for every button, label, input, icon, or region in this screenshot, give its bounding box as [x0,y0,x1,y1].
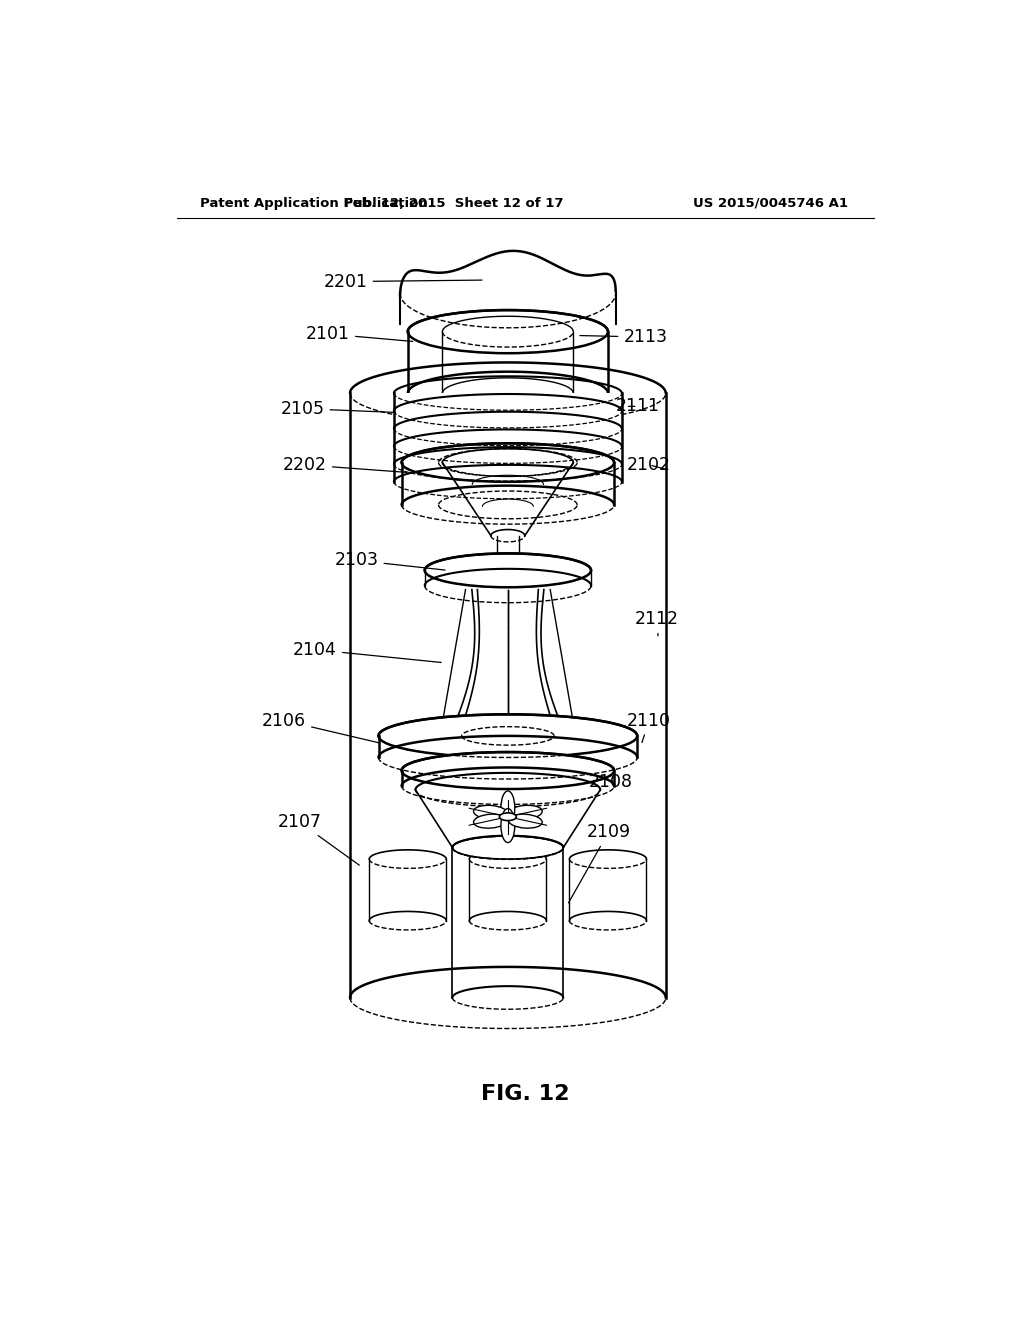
Text: Patent Application Publication: Patent Application Publication [200,197,428,210]
Ellipse shape [508,814,542,828]
Text: 2101: 2101 [306,325,413,343]
Ellipse shape [500,813,516,821]
Text: 2106: 2106 [262,711,380,743]
Text: 2111: 2111 [615,397,659,416]
Ellipse shape [501,809,515,842]
Polygon shape [394,393,622,482]
Ellipse shape [379,714,637,758]
Text: 2109: 2109 [568,824,631,903]
Text: 2110: 2110 [628,711,671,743]
Text: 2104: 2104 [293,640,441,663]
Text: 2102: 2102 [628,455,671,474]
Text: 2103: 2103 [335,552,445,570]
Ellipse shape [501,791,515,825]
Text: FIG. 12: FIG. 12 [480,1084,569,1104]
Text: 2108: 2108 [589,774,633,791]
Ellipse shape [473,814,508,828]
Ellipse shape [401,752,614,789]
Ellipse shape [425,553,591,587]
Text: 2201: 2201 [324,273,482,290]
Text: 2105: 2105 [281,400,395,417]
Ellipse shape [408,310,608,354]
Polygon shape [350,393,666,998]
Ellipse shape [473,805,508,820]
Ellipse shape [508,805,542,820]
Text: 2113: 2113 [580,329,668,346]
Text: 2202: 2202 [283,455,407,474]
Text: 2107: 2107 [278,813,359,865]
Text: Feb. 12, 2015  Sheet 12 of 17: Feb. 12, 2015 Sheet 12 of 17 [344,197,563,210]
Text: US 2015/0045746 A1: US 2015/0045746 A1 [692,197,848,210]
Ellipse shape [401,444,614,482]
Text: 2112: 2112 [635,610,679,636]
Ellipse shape [453,836,563,859]
